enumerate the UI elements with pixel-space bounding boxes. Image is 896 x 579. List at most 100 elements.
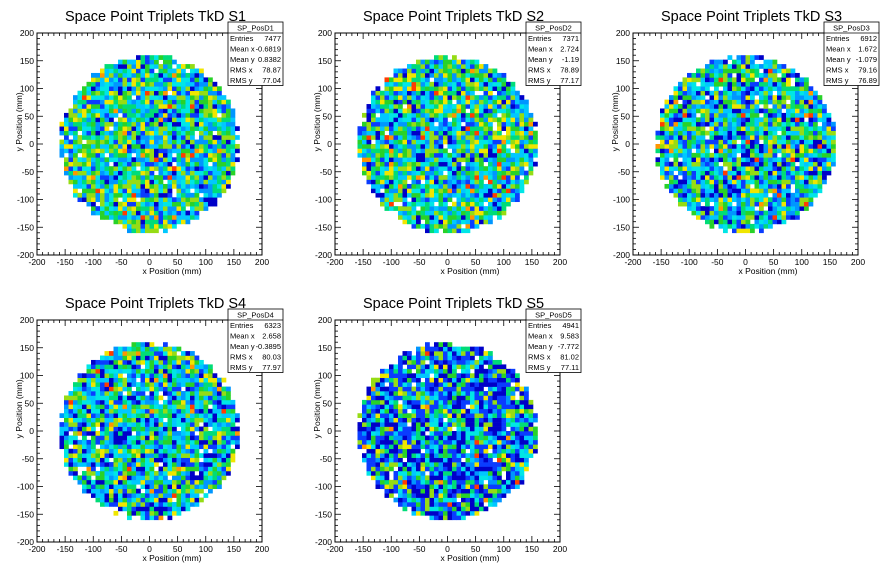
heatmap-bin [154, 162, 159, 167]
heatmap-bin [710, 108, 715, 113]
heatmap-bin [656, 144, 661, 149]
heatmap-bin [118, 69, 123, 74]
heatmap-bin [448, 73, 453, 78]
heatmap-bin [443, 95, 448, 100]
heatmap-bin [827, 171, 832, 176]
heatmap-bin [782, 144, 787, 149]
heatmap-bin [380, 113, 385, 118]
heatmap-bin [804, 175, 809, 180]
heatmap-bin [470, 166, 475, 171]
heatmap-bin [69, 435, 74, 440]
heatmap-bin [168, 480, 173, 485]
heatmap-bin [114, 449, 119, 454]
heatmap-bin [529, 166, 534, 171]
heatmap-bin [746, 122, 751, 127]
heatmap-bin [773, 171, 778, 176]
heatmap-bin [506, 91, 511, 96]
heatmap-bin [786, 117, 791, 122]
heatmap-bin [714, 197, 719, 202]
heatmap-bin [822, 153, 827, 158]
heatmap-bin [786, 184, 791, 189]
heatmap-bin [434, 206, 439, 211]
heatmap-bin [394, 100, 399, 105]
heatmap-bin [750, 95, 755, 100]
heatmap-bin [362, 113, 367, 118]
heatmap-bin [105, 387, 110, 392]
heatmap-bin [506, 180, 511, 185]
heatmap-bin [804, 77, 809, 82]
heatmap-bin [737, 60, 742, 65]
heatmap-bin [502, 211, 507, 216]
heatmap-bin [123, 502, 128, 507]
heatmap-bin [484, 108, 489, 113]
heatmap-bin [669, 175, 674, 180]
heatmap-bin [416, 184, 421, 189]
heatmap-bin [479, 140, 484, 145]
heatmap-bin [145, 69, 150, 74]
heatmap-bin [73, 113, 78, 118]
heatmap-bin [73, 404, 78, 409]
heatmap-bin [154, 462, 159, 467]
heatmap-bin [502, 180, 507, 185]
heatmap-bin [791, 157, 796, 162]
heatmap-bin [439, 219, 444, 224]
heatmap-bin [741, 60, 746, 65]
heatmap-bin [692, 73, 697, 78]
heatmap-bin [457, 166, 462, 171]
heatmap-bin [389, 86, 394, 91]
heatmap-bin [403, 157, 408, 162]
heatmap-bin [82, 395, 87, 400]
heatmap-bin [168, 108, 173, 113]
heatmap-bin [163, 458, 168, 463]
heatmap-bin [452, 108, 457, 113]
heatmap-bin [132, 148, 137, 153]
heatmap-bin [186, 122, 191, 127]
heatmap-bin [380, 153, 385, 158]
heatmap-bin [443, 60, 448, 65]
heatmap-bin [136, 82, 141, 87]
heatmap-bin [213, 82, 218, 87]
heatmap-bin [163, 144, 168, 149]
heatmap-bin [475, 140, 480, 145]
heatmap-bin [421, 162, 426, 167]
heatmap-bin [231, 140, 236, 145]
heatmap-bin [719, 60, 724, 65]
heatmap-bin [782, 104, 787, 109]
heatmap-bin [502, 82, 507, 87]
heatmap-bin [127, 91, 132, 96]
heatmap-bin [705, 131, 710, 136]
heatmap-bin [127, 219, 132, 224]
heatmap-bin [741, 144, 746, 149]
heatmap-bin [159, 502, 164, 507]
heatmap-bin [154, 140, 159, 145]
heatmap-bin [82, 184, 87, 189]
heatmap-bin [100, 387, 105, 392]
heatmap-bin [421, 69, 426, 74]
heatmap-bin [114, 427, 119, 432]
heatmap-bin [132, 382, 137, 387]
heatmap-bin [168, 157, 173, 162]
heatmap-bin [488, 175, 493, 180]
heatmap-bin [100, 197, 105, 202]
heatmap-bin [136, 113, 141, 118]
heatmap-bin [136, 467, 141, 472]
heatmap-bin [123, 453, 128, 458]
heatmap-bin [150, 148, 155, 153]
heatmap-bin [683, 188, 688, 193]
heatmap-bin [136, 73, 141, 78]
heatmap-bin [687, 202, 692, 207]
heatmap-bin [660, 144, 665, 149]
heatmap-bin [159, 86, 164, 91]
heatmap-bin [371, 148, 376, 153]
heatmap-bin [470, 162, 475, 167]
heatmap-bin [136, 511, 141, 516]
heatmap-bin [136, 440, 141, 445]
heatmap-bin [100, 175, 105, 180]
heatmap-bin [728, 69, 733, 74]
heatmap-bin [132, 175, 137, 180]
heatmap-bin [692, 197, 697, 202]
heatmap-bin [701, 69, 706, 74]
heatmap-bin [723, 86, 728, 91]
heatmap-bin [136, 117, 141, 122]
heatmap-bin [150, 193, 155, 198]
